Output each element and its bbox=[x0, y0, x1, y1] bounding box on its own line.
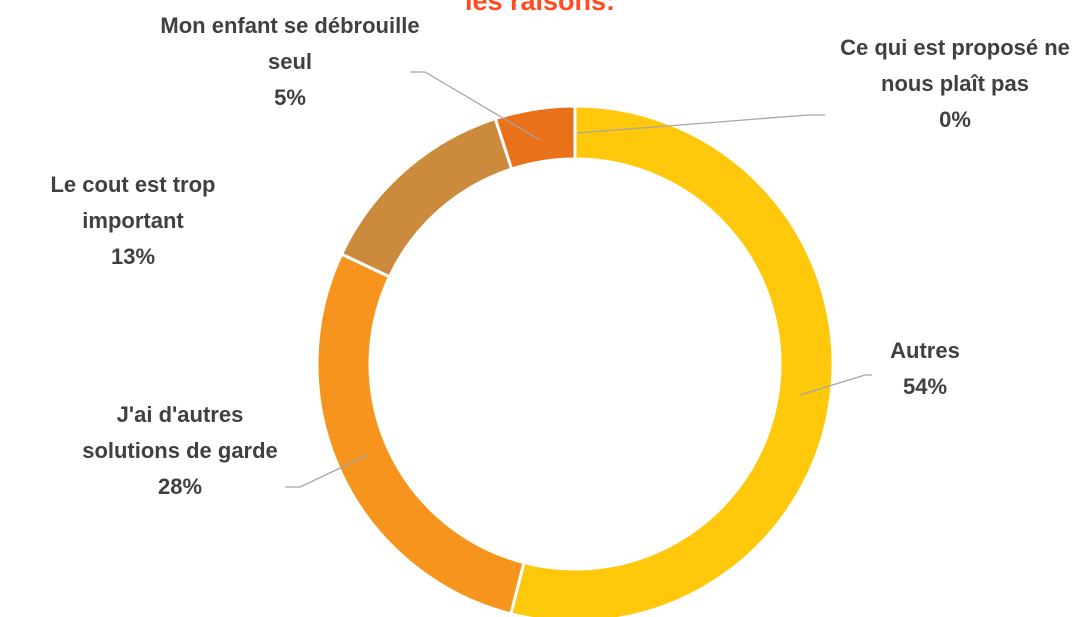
value-label: 13% bbox=[110, 244, 156, 269]
category-label: J'ai d'autres solutions de garde bbox=[82, 402, 278, 463]
value-label: 0% bbox=[939, 107, 971, 132]
value-label: 5% bbox=[274, 85, 306, 110]
donut-slice bbox=[315, 252, 526, 616]
category-label: Autres bbox=[890, 338, 960, 363]
leader-line bbox=[799, 374, 872, 396]
category-label: Ce qui est proposé ne nous plaît pas bbox=[840, 35, 1070, 96]
data-label: Ce qui est proposé ne nous plaît pas 0% bbox=[835, 30, 1075, 138]
leader-line bbox=[410, 71, 541, 141]
data-label: Mon enfant se débrouille seul 5% bbox=[160, 8, 420, 116]
value-label: 54% bbox=[902, 374, 948, 399]
category-label: Mon enfant se débrouille seul bbox=[160, 13, 420, 74]
data-label: J'ai d'autres solutions de garde 28% bbox=[75, 397, 285, 505]
value-label: 28% bbox=[157, 474, 203, 499]
data-label: Le cout est trop important 13% bbox=[8, 167, 258, 275]
category-label: Le cout est trop important bbox=[50, 172, 216, 233]
donut-slice bbox=[339, 116, 514, 279]
donut-slice bbox=[509, 104, 835, 617]
data-label: Autres 54% bbox=[865, 333, 985, 405]
leader-line bbox=[576, 114, 825, 134]
leader-line bbox=[285, 454, 369, 488]
chart-title: les raisons: bbox=[464, 0, 616, 16]
